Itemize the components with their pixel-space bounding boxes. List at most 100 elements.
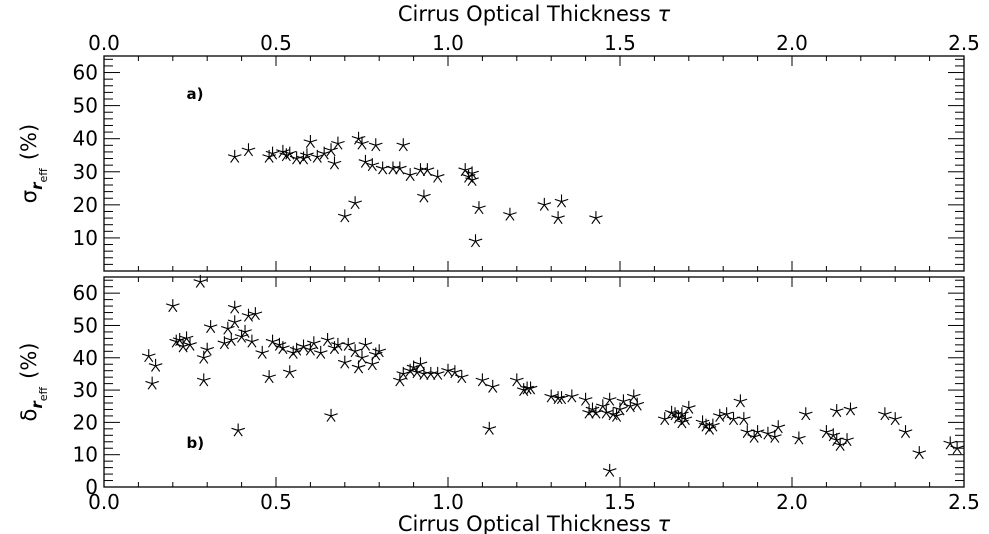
y-tick-label: 10	[73, 443, 98, 467]
y-tick-label: 30	[73, 160, 98, 184]
y-axis-subsubscript: eff	[37, 386, 50, 401]
data-point	[313, 345, 328, 359]
data-point	[172, 333, 187, 346]
data-point	[430, 366, 445, 380]
y-tick-label: 60	[73, 281, 98, 305]
data-point	[829, 404, 844, 418]
data-point	[396, 138, 411, 152]
data-point	[217, 336, 232, 350]
y-axis-symbol: δ	[17, 409, 41, 422]
data-point	[224, 333, 239, 346]
data-point	[396, 366, 411, 380]
data-point	[819, 425, 834, 439]
data-point	[203, 320, 218, 334]
data-point	[544, 389, 559, 403]
data-point	[358, 154, 373, 168]
y-tick-label: 20	[73, 410, 98, 434]
data-point	[578, 392, 593, 406]
data-point	[537, 197, 552, 211]
data-point	[341, 337, 356, 351]
data-point	[771, 420, 786, 434]
data-point	[227, 315, 242, 329]
panel-a: 10 20 30 40 50 60 0.0 0.5 1.0 1.5 2.0 2.5 Cirrus Opt…	[17, 2, 980, 272]
data-point	[368, 347, 383, 361]
y-axis-units: (%)	[17, 343, 41, 379]
y-axis-symbol: σ	[17, 190, 41, 203]
data-point	[761, 426, 775, 440]
data-point	[165, 299, 180, 313]
data-point	[602, 463, 617, 477]
data-point	[262, 149, 276, 163]
data-point	[337, 355, 352, 369]
data-point	[509, 373, 524, 387]
data-point	[950, 441, 964, 455]
panel-label: b)	[187, 434, 205, 452]
y-axis-units: (%)	[17, 124, 41, 160]
data-point	[183, 337, 197, 351]
y-tick-label: 40	[73, 127, 98, 151]
data-point	[310, 149, 325, 163]
plot-frame	[103, 55, 965, 272]
data-point	[430, 169, 445, 183]
x-tick-label: 0.0	[88, 31, 120, 55]
data-point	[695, 415, 710, 429]
x-tick-label: 0.0	[88, 490, 120, 514]
data-point	[675, 415, 689, 429]
data-point	[348, 344, 362, 358]
x-axis-title: Cirrus Optical Thickness τ	[398, 2, 671, 26]
data-point	[365, 158, 380, 172]
panel-label: a)	[187, 85, 204, 103]
data-point	[475, 373, 490, 387]
data-point	[262, 370, 276, 384]
data-point	[358, 337, 373, 351]
data-point	[726, 412, 741, 426]
data-point	[602, 392, 617, 406]
data-point	[355, 350, 369, 364]
y-tick-label: 30	[73, 378, 98, 402]
data-point	[840, 433, 854, 447]
data-point	[141, 349, 156, 363]
data-point	[747, 429, 761, 443]
data-point	[468, 234, 483, 248]
data-point	[355, 136, 369, 150]
data-point	[472, 201, 486, 215]
data-point	[234, 329, 249, 343]
data-point	[368, 138, 383, 152]
x-axis-title-text: Cirrus Optical Thickness	[398, 2, 658, 26]
data-point	[523, 381, 538, 395]
x-tick-label: 2.0	[776, 31, 808, 55]
data-point	[289, 342, 304, 356]
data-point	[324, 143, 338, 157]
x-tick-label: 1.0	[432, 31, 464, 55]
data-point	[678, 412, 693, 426]
x-tick-label: 1.5	[604, 490, 636, 514]
data-point	[465, 173, 479, 187]
data-point	[227, 149, 242, 163]
y-axis-title: δreff (%)	[17, 343, 50, 422]
y-tick-label: 10	[73, 226, 98, 250]
data-point	[403, 363, 417, 377]
data-point	[589, 211, 603, 225]
data-point	[565, 389, 579, 403]
data-point	[458, 163, 473, 177]
data-point	[843, 402, 858, 416]
data-point	[317, 146, 331, 160]
data-point	[241, 308, 256, 322]
data-point	[320, 333, 335, 346]
data-point	[712, 408, 727, 422]
x-tick-label: 1.5	[604, 31, 636, 55]
x-tick-label: 2.5	[948, 490, 980, 514]
y-tick-label: 20	[73, 193, 98, 217]
y-tick-label: 50	[73, 94, 98, 118]
x-axis-title: Cirrus Optical Thickness τ	[398, 512, 671, 534]
x-tick-label: 0.5	[260, 31, 292, 55]
data-point	[221, 321, 235, 335]
data-point	[733, 394, 748, 408]
data-point	[200, 342, 215, 356]
data-point	[372, 344, 387, 358]
data-point	[554, 194, 569, 208]
data-point	[327, 341, 342, 355]
data-point	[599, 405, 614, 419]
data-point	[375, 161, 390, 175]
y-tick-label: 0	[85, 475, 98, 499]
